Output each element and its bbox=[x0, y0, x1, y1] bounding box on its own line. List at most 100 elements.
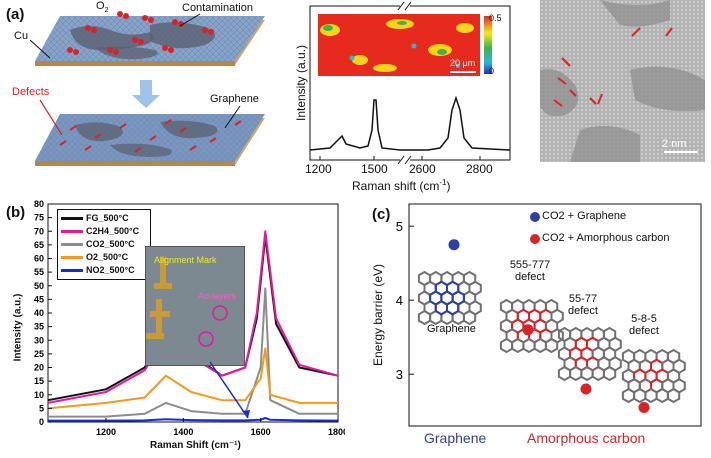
graphene-ring bbox=[446, 300, 460, 316]
panel-b-ytick-label: 50 bbox=[34, 281, 44, 291]
panel-c-label: (c) bbox=[372, 206, 391, 223]
o2-label: O2 bbox=[96, 0, 109, 15]
colorbar-min: 0 bbox=[489, 66, 495, 76]
defect-555-777-label: 555-777 defect bbox=[509, 259, 551, 283]
panel-b-series-3 bbox=[47, 347, 338, 410]
inset-drawing bbox=[146, 247, 244, 365]
legend-graphene-label: CO2 + Graphene bbox=[542, 210, 627, 222]
panel-b-ytick-label: 75 bbox=[34, 213, 44, 223]
legend-graphene-marker bbox=[530, 212, 540, 222]
defect-5-8-5-structure bbox=[621, 348, 686, 404]
lattice-ring bbox=[533, 337, 547, 354]
legend-item-c2h4: C2H4_500°C bbox=[61, 225, 147, 238]
defects-label: Defects bbox=[12, 86, 50, 98]
panel-c-ytick-label: 3 bbox=[396, 367, 403, 382]
defect-55-77-structure bbox=[557, 326, 622, 382]
legend-amorphous-label: CO2 + Amorphous carbon bbox=[542, 232, 670, 244]
cu-label: Cu bbox=[14, 30, 29, 42]
panel-c-ytick-label: 4 bbox=[396, 293, 403, 308]
panel-b-ytick-label: 80 bbox=[34, 200, 44, 209]
lattice-ring bbox=[462, 309, 477, 326]
panel-b-ytick-label: 15 bbox=[34, 376, 44, 386]
tem-texture bbox=[540, 0, 705, 162]
lattice-ring bbox=[580, 365, 594, 382]
legend-swatch-o2 bbox=[61, 256, 83, 260]
panel-b-ytick-label: 40 bbox=[34, 308, 44, 318]
optical-inset: Alignment Mark Ad-layers bbox=[145, 246, 245, 366]
raman-tick-1500: 1500 bbox=[361, 162, 388, 176]
graphene-label: Graphene bbox=[210, 93, 259, 105]
legend-item-no2: NO2_500°C bbox=[61, 264, 147, 277]
raman-tick-2800: 2800 bbox=[466, 162, 493, 176]
panel-b-xtick-label: 1600 bbox=[251, 427, 271, 437]
panel-b-ytick-label: 60 bbox=[34, 254, 44, 264]
panel-c-ylabel: Energy barrier (eV) bbox=[371, 263, 385, 367]
panel-b-xtick-label: 1400 bbox=[173, 427, 193, 437]
panel-b-ytick-label: 25 bbox=[34, 349, 44, 359]
graphene-structure-label: Graphene bbox=[427, 323, 476, 335]
lattice-ring bbox=[544, 337, 559, 354]
raman-tick-1200: 1200 bbox=[305, 162, 332, 176]
panel-b-xtick-label: 1800 bbox=[328, 427, 345, 437]
map-scale-bar-label: 20 μm bbox=[450, 58, 476, 68]
panel-b-series-4 bbox=[48, 416, 339, 422]
panel-b-ytick-label: 5 bbox=[39, 403, 44, 413]
legend-swatch-no2 bbox=[61, 269, 83, 273]
panel-c-frame bbox=[408, 203, 702, 427]
defect-55-77-label: 55-77 defect bbox=[568, 293, 598, 317]
contamination-label: Contamination bbox=[182, 2, 253, 14]
raman-tick-2600: 2600 bbox=[409, 162, 436, 176]
raman-spectrum-plot bbox=[309, 1, 511, 165]
panel-c-ylabel-wrap: Energy barrier (eV) bbox=[368, 232, 388, 402]
raman-spectrum-line bbox=[309, 95, 511, 151]
panel-b-ytick-label: 35 bbox=[34, 322, 44, 332]
lattice-ring bbox=[666, 387, 681, 404]
defect-5-8-5-label: 5-8-5 defect bbox=[629, 313, 659, 337]
lattice-ring bbox=[644, 387, 658, 404]
panel-b-ytick-label: 30 bbox=[34, 335, 44, 345]
inset-alignment-label: Alignment Mark bbox=[154, 255, 217, 265]
lattice-ring bbox=[557, 365, 572, 382]
legend-swatch-co2 bbox=[61, 243, 83, 247]
lattice-ring bbox=[621, 387, 636, 404]
panel-b-ytick-label: 65 bbox=[34, 240, 44, 250]
panel-a-label: (a) bbox=[6, 6, 25, 23]
energy-point bbox=[580, 383, 592, 395]
panel-b-series-1 bbox=[47, 230, 339, 404]
tem-scale-label: 2 nm bbox=[662, 138, 687, 150]
panel-b-legend: FG_500°C C2H4_500°C CO2_500°C O2_500°C N… bbox=[57, 209, 151, 280]
lattice-ring bbox=[633, 387, 647, 404]
graphene-structure bbox=[417, 270, 482, 326]
energy-point bbox=[448, 239, 460, 251]
panel-b-ytick-label: 70 bbox=[34, 226, 44, 236]
bottom-amorphous-label: Amorphous carbon bbox=[527, 430, 646, 446]
inset-adlayers-label: Ad-layers bbox=[198, 291, 237, 301]
energy-point bbox=[638, 402, 650, 413]
panel-c-chart: 5 4 3 bbox=[396, 203, 702, 427]
legend-item-fg: FG_500°C bbox=[61, 212, 147, 225]
legend-amorphous-marker bbox=[530, 234, 540, 244]
growth-schematic bbox=[29, 11, 265, 166]
lattice-ring bbox=[569, 365, 583, 382]
panel-b-ytick-label: 10 bbox=[34, 390, 44, 400]
panel-b-xlabel: Raman Shift (cm⁻¹) bbox=[150, 440, 241, 451]
lattice-ring bbox=[591, 365, 605, 382]
legend-item-co2: CO2_500°C bbox=[61, 238, 147, 251]
lattice-ring bbox=[522, 337, 536, 354]
panel-b-ytick-label: 55 bbox=[34, 267, 44, 277]
tem-image: 2 nm bbox=[540, 0, 705, 162]
legend-swatch-c2h4 bbox=[61, 230, 83, 234]
lattice-ring bbox=[511, 337, 525, 354]
panel-b-ytick-label: 20 bbox=[34, 363, 44, 373]
colorbar-max: 0.5 bbox=[489, 13, 502, 23]
lattice-ring bbox=[602, 365, 617, 382]
panel-b-xtick-label: 1200 bbox=[96, 427, 116, 437]
legend-swatch-fg bbox=[61, 217, 83, 221]
panel-b-ytick-label: 0 bbox=[39, 417, 44, 427]
bottom-graphene-label: Graphene bbox=[424, 430, 487, 446]
graphene-ring bbox=[434, 300, 448, 316]
panel-b-ytick-label: 45 bbox=[34, 294, 44, 304]
panel-b-series-2 bbox=[48, 287, 338, 418]
raman-xlabel: Raman shift (cm-1) bbox=[352, 178, 451, 193]
lattice-ring bbox=[499, 337, 514, 354]
